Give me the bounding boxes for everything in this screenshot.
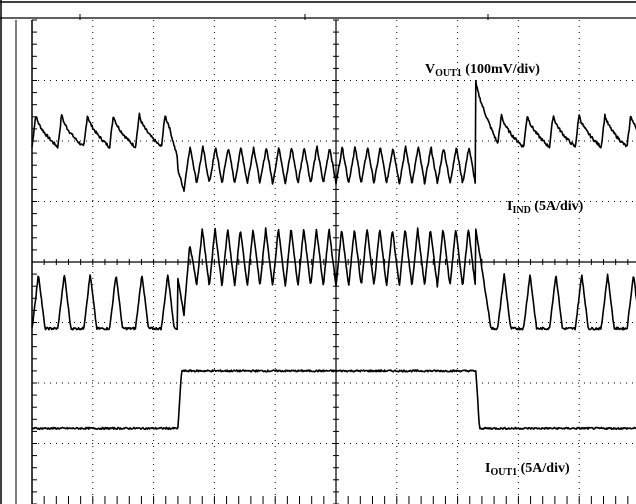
iind-label: IIND (5A/div) [507, 199, 584, 216]
series-vout1-trace [31, 79, 636, 192]
iout-label: IOUT1 (5A/div) [485, 461, 570, 478]
traces [31, 79, 636, 431]
series-iout1-trace [31, 369, 636, 431]
series-iind-trace [31, 227, 636, 331]
vout-label: VOUT1 (100mV/div) [425, 62, 540, 79]
